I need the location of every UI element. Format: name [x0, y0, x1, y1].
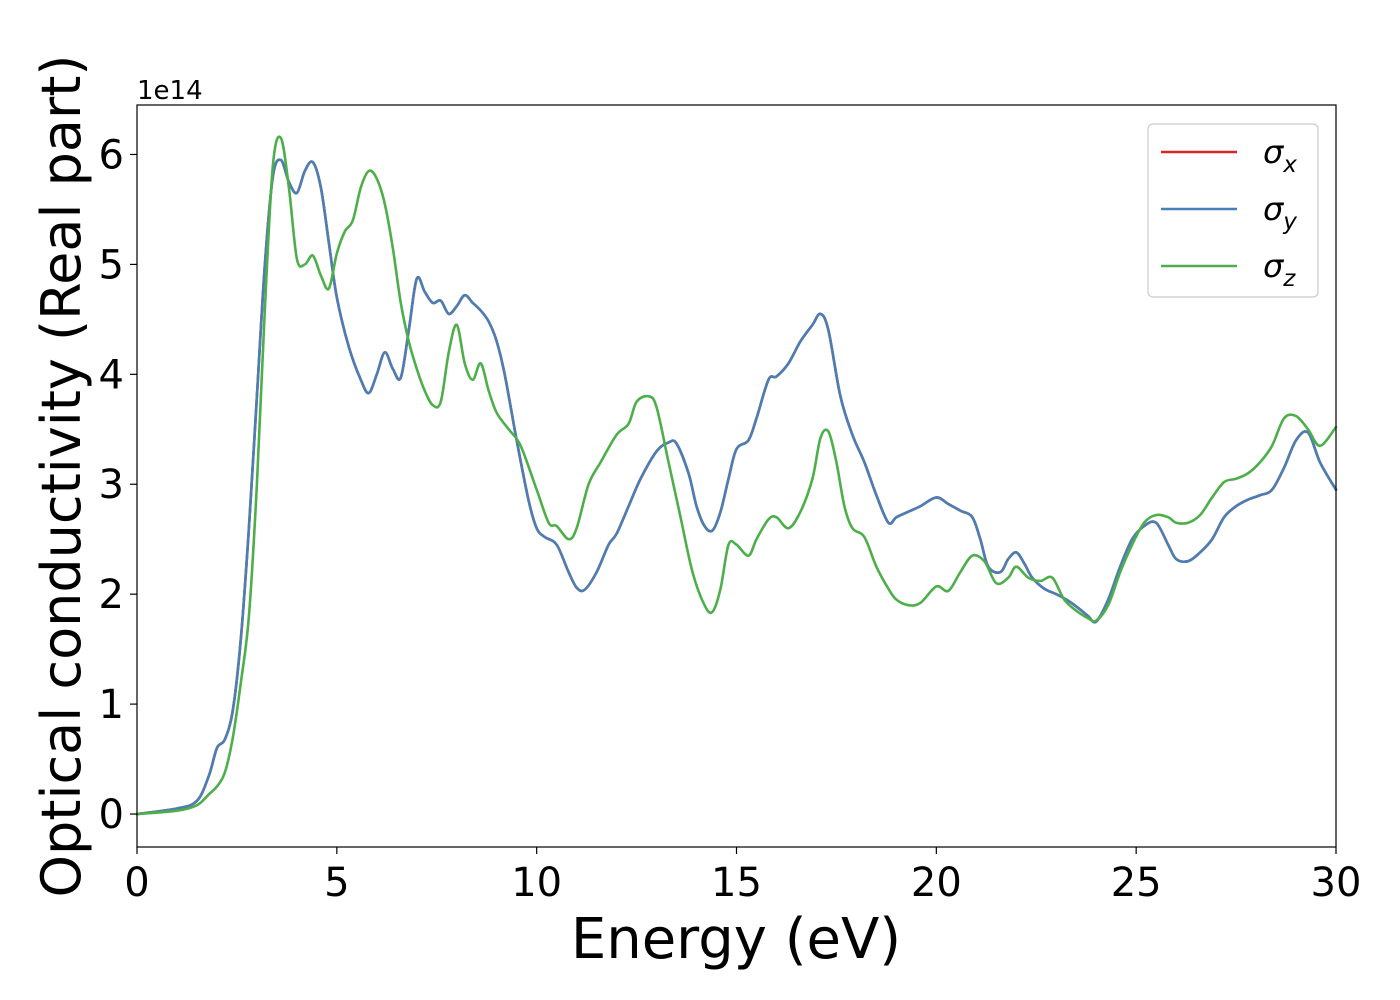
- series-line-z: [135, 135, 1338, 816]
- y-tick-label: 6: [99, 132, 124, 178]
- y-tick-label: 5: [99, 242, 124, 288]
- x-tick-label: 0: [124, 860, 149, 906]
- x-tick-label: 10: [511, 860, 562, 906]
- x-tick-label: 5: [324, 860, 349, 906]
- legend: σx σy σz: [1147, 123, 1319, 298]
- y-tick-label: 2: [99, 572, 124, 618]
- x-tick-label: 30: [1311, 860, 1362, 906]
- y-tick-label: 3: [99, 462, 124, 508]
- x-tick-label: 25: [1111, 860, 1162, 906]
- plot-area: [137, 105, 1336, 847]
- x-tick-label: 15: [711, 860, 762, 906]
- y-offset-label: 1e14: [137, 76, 203, 106]
- x-axis-title: Energy (eV): [571, 907, 901, 972]
- y-axis-title: Optical conductivity (Real part): [30, 55, 93, 898]
- y-tick-label: 1: [99, 682, 124, 728]
- y-axis: 0 1 2 3 4 5 6: [99, 132, 137, 838]
- legend-frame: [1147, 123, 1319, 298]
- y-tick-label: 0: [99, 792, 124, 838]
- legend-label-y: σy: [1263, 190, 1297, 235]
- x-axis: 0 5 10 15 20 25 30: [124, 847, 1361, 906]
- legend-label-x: σx: [1263, 133, 1297, 178]
- x-tick-label: 20: [911, 860, 962, 906]
- series-layer: [135, 135, 1338, 816]
- y-tick-label: 4: [99, 352, 124, 398]
- legend-label-z: σz: [1263, 247, 1296, 292]
